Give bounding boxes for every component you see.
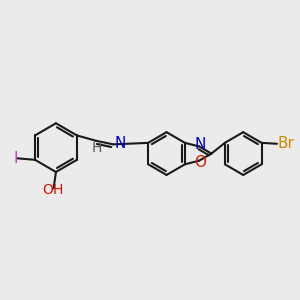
Text: N: N xyxy=(114,136,125,151)
Text: I: I xyxy=(14,152,18,166)
Text: N: N xyxy=(194,137,206,152)
Text: H: H xyxy=(53,183,63,197)
Text: O: O xyxy=(194,155,206,170)
Text: H: H xyxy=(92,141,102,155)
Text: Br: Br xyxy=(278,136,295,151)
Text: O: O xyxy=(42,183,53,197)
